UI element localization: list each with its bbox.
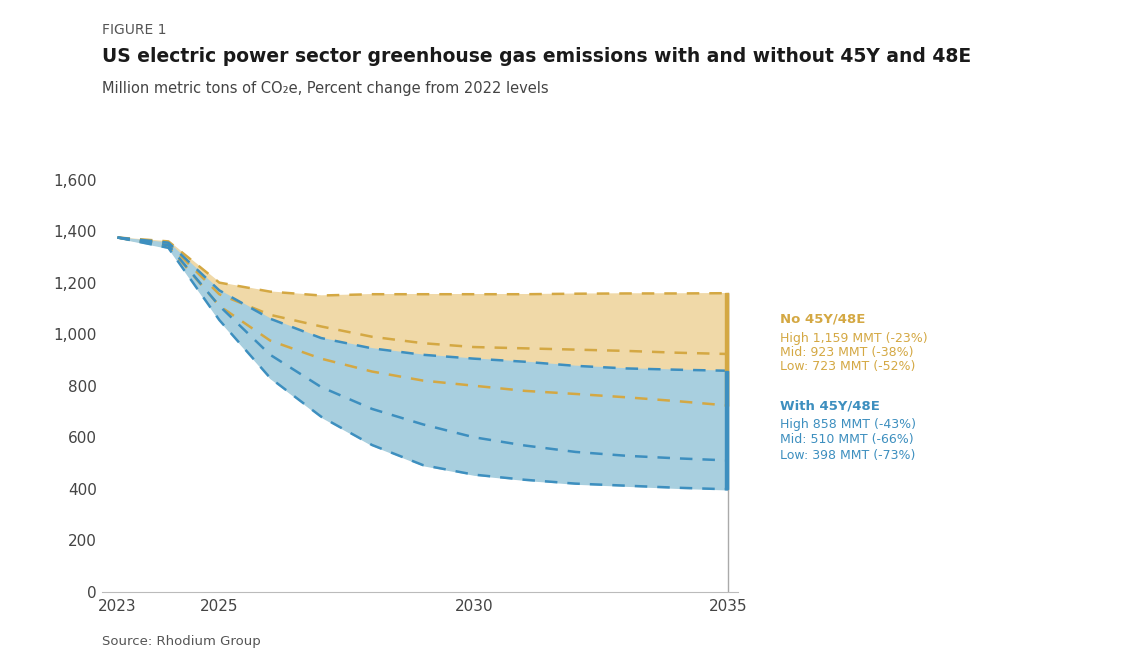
Text: Source: Rhodium Group: Source: Rhodium Group	[102, 635, 261, 648]
Text: With 45Y/48E: With 45Y/48E	[779, 400, 879, 413]
Text: Low: 398 MMT (-73%): Low: 398 MMT (-73%)	[779, 449, 916, 462]
Text: Low: 723 MMT (-52%): Low: 723 MMT (-52%)	[779, 360, 916, 373]
Text: High 858 MMT (-43%): High 858 MMT (-43%)	[779, 418, 916, 431]
Bar	[725, 293, 728, 406]
Text: Mid: 510 MMT (-66%): Mid: 510 MMT (-66%)	[779, 434, 913, 446]
Text: Mid: 923 MMT (-38%): Mid: 923 MMT (-38%)	[779, 346, 913, 358]
Text: High 1,159 MMT (-23%): High 1,159 MMT (-23%)	[779, 332, 927, 344]
Text: No 45Y/48E: No 45Y/48E	[779, 312, 866, 325]
Text: Million metric tons of CO₂e, Percent change from 2022 levels: Million metric tons of CO₂e, Percent cha…	[102, 81, 549, 96]
Text: US electric power sector greenhouse gas emissions with and without 45Y and 48E: US electric power sector greenhouse gas …	[102, 47, 971, 66]
Text: FIGURE 1: FIGURE 1	[102, 23, 167, 37]
Bar	[725, 371, 728, 489]
